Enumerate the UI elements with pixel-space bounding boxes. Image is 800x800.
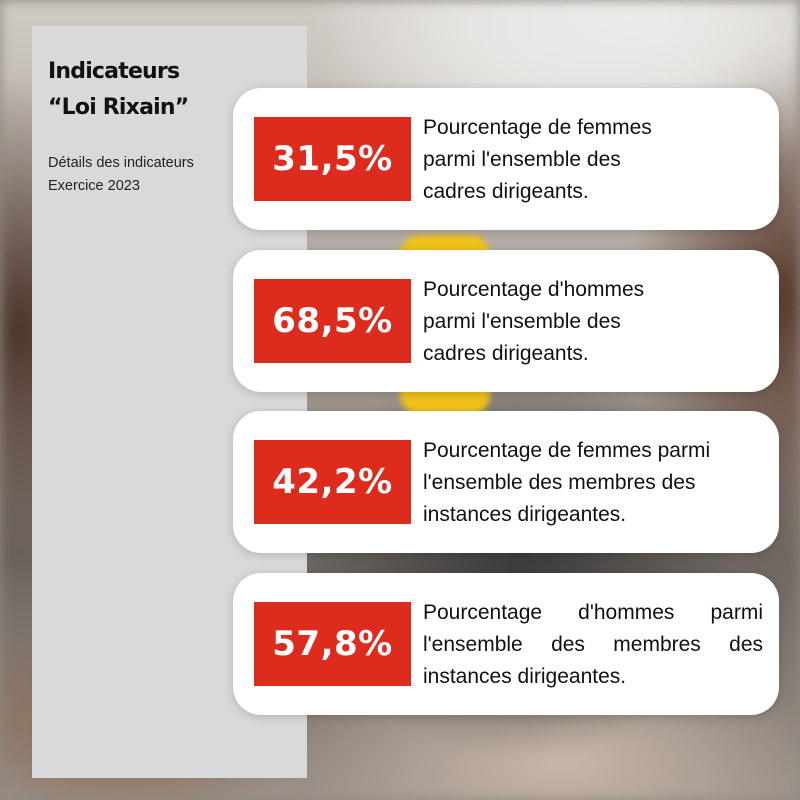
indicator-description-line: Pourcentage d'hommes parmi: [423, 601, 763, 624]
indicator-description-line: instances dirigeantes.: [423, 503, 627, 526]
indicator-description-line: Pourcentage d'hommes: [423, 278, 645, 301]
indicator-description: Pourcentage d'hommes parmi l'ensemble de…: [423, 274, 763, 370]
indicator-description-line: Pourcentage de femmes: [423, 116, 652, 139]
panel-subtitle: Détails des indicateurs Exercice 2023: [48, 152, 194, 198]
indicator-description-line: cadres dirigeants.: [423, 180, 589, 203]
indicator-card-men-governance: 57,8% Pourcentage d'hommes parmi l'ensem…: [233, 573, 779, 715]
panel-subtitle-details: Détails des indicateurs: [48, 155, 194, 171]
indicator-value: 42,2%: [254, 440, 411, 524]
indicator-card-men-executives: 68,5% Pourcentage d'hommes parmi l'ensem…: [233, 250, 779, 392]
indicator-description-line: cadres dirigeants.: [423, 342, 589, 365]
panel-title: Indicateurs “Loi Rixain”: [48, 54, 189, 126]
indicator-description: Pourcentage de femmes parmi l'ensemble d…: [423, 435, 763, 531]
indicator-value: 31,5%: [254, 117, 411, 201]
indicator-card-women-governance: 42,2% Pourcentage de femmes parmi l'ense…: [233, 411, 779, 553]
indicator-description-line: instances dirigeantes.: [423, 665, 627, 688]
panel-title-line-1: Indicateurs: [48, 59, 180, 84]
panel-subtitle-year: Exercice 2023: [48, 178, 140, 194]
indicator-description-line: l'ensemble des membres des: [423, 471, 696, 494]
indicator-description-line: Pourcentage de femmes parmi: [423, 439, 711, 462]
indicator-description-line: parmi l'ensemble des: [423, 310, 621, 333]
indicator-description: Pourcentage de femmes parmi l'ensemble d…: [423, 112, 763, 208]
indicator-value: 57,8%: [254, 602, 411, 686]
indicator-card-women-executives: 31,5% Pourcentage de femmes parmi l'ense…: [233, 88, 779, 230]
indicator-description-line: l'ensemble des membres des: [423, 633, 763, 656]
indicator-description-line: parmi l'ensemble des: [423, 148, 621, 171]
indicator-description: Pourcentage d'hommes parmi l'ensemble de…: [423, 597, 763, 693]
indicator-value: 68,5%: [254, 279, 411, 363]
panel-title-line-2: “Loi Rixain”: [48, 95, 189, 120]
